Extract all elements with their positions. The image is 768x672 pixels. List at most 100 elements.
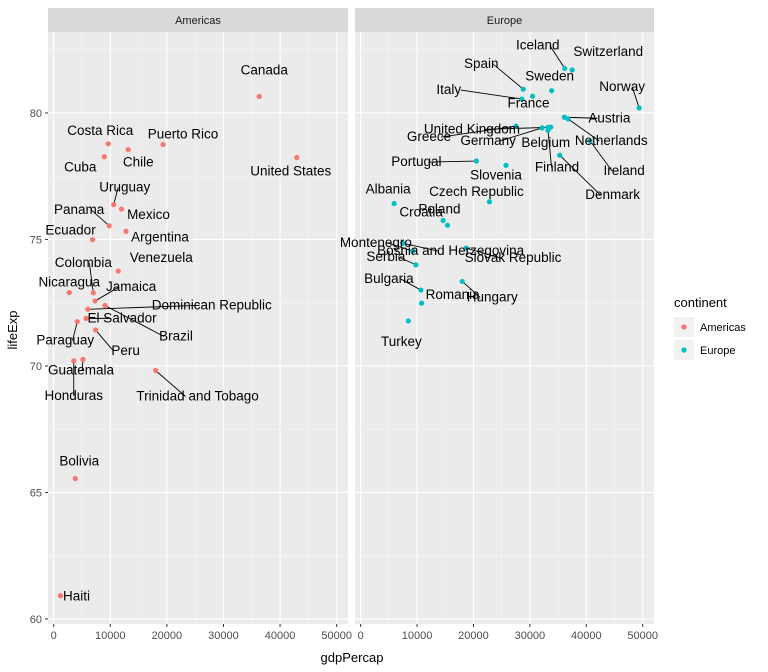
data-point <box>115 268 121 274</box>
label-connector <box>589 140 613 172</box>
point-label: Honduras <box>44 388 103 403</box>
label-connector <box>72 321 78 341</box>
point-label: Mexico <box>127 207 170 222</box>
x-tick-label: 30000 <box>208 630 239 642</box>
data-point <box>118 206 125 212</box>
point-label: Iceland <box>516 37 560 52</box>
point-label: Finland <box>535 159 579 174</box>
point-label: Greece <box>407 129 451 144</box>
y-tick-label: 70 <box>30 361 42 373</box>
label-connector <box>440 125 517 138</box>
data-point <box>413 262 419 268</box>
point-label: Guatemala <box>48 362 115 377</box>
data-point <box>92 327 99 333</box>
label-connector <box>90 209 110 227</box>
label-connector <box>104 305 165 337</box>
label-connector <box>428 160 477 163</box>
y-tick-label: 75 <box>30 234 42 246</box>
data-point <box>562 65 568 72</box>
point-label: Paraguay <box>36 333 94 348</box>
facet-strip-americas <box>48 8 348 32</box>
data-point <box>294 154 300 161</box>
label-connector <box>88 262 94 293</box>
y-tick-label: 65 <box>30 487 42 499</box>
data-point <box>92 298 98 304</box>
data-point <box>444 222 451 228</box>
data-point <box>66 289 72 296</box>
point-label: Argentina <box>131 229 189 244</box>
point-label: Uruguay <box>99 180 150 195</box>
data-point <box>503 162 509 168</box>
data-point <box>463 245 469 251</box>
x-tick-label: 30000 <box>515 630 546 642</box>
data-point <box>90 290 96 296</box>
legend: continent Americas Europe <box>674 295 746 360</box>
data-point <box>160 141 166 148</box>
data-point <box>102 302 108 309</box>
point-label: Spain <box>464 56 499 71</box>
point-label: Venezuela <box>130 250 194 265</box>
points-americas <box>57 93 300 599</box>
y-tick-label: 80 <box>30 108 42 120</box>
point-label: Slovak Republic <box>465 250 562 265</box>
data-point <box>513 123 519 129</box>
x-tick-label: 20000 <box>458 630 489 642</box>
label-connector <box>631 86 640 109</box>
point-label: Chile <box>123 155 154 170</box>
point-label: Haiti <box>63 589 90 604</box>
point-label: Italy <box>436 82 461 97</box>
point-label: Croatia <box>399 204 443 219</box>
x-tick-label: 40000 <box>265 630 296 642</box>
label-connector <box>397 256 417 266</box>
legend-swatch-americas <box>681 324 687 330</box>
label-connectors-americas <box>72 187 200 397</box>
data-point <box>106 223 112 229</box>
panel-background-europe <box>355 32 654 624</box>
chart-panels: Americas Canada United States Puerto Rico Co… <box>36 8 654 624</box>
point-label: Denmark <box>585 187 640 202</box>
point-label: Trinidad and Tobago <box>136 389 258 404</box>
x-axis-title: gdpPercap <box>321 650 384 665</box>
point-label: Puerto Rico <box>148 127 219 142</box>
data-point <box>418 287 424 293</box>
label-connector <box>400 278 422 291</box>
point-label: Jamaica <box>106 279 157 294</box>
legend-label-europe: Europe <box>700 345 735 357</box>
point-label: El Salvador <box>88 310 158 325</box>
point-label: Bosnia and Herzegovina <box>377 243 525 258</box>
x-tick-label: 10000 <box>402 630 433 642</box>
data-point <box>101 154 107 160</box>
facet-strip-label-americas: Americas <box>175 15 221 27</box>
point-label: Norway <box>599 79 645 94</box>
labels-europe: Iceland Switzerland Spain Sweden Norway Italy… <box>340 37 648 348</box>
point-label: Switzerland <box>573 44 643 59</box>
labels-americas: Canada United States Puerto Rico Costa Rica… <box>36 63 331 604</box>
y-axis-title: lifeExp <box>5 310 20 349</box>
x-tick-label: 0 <box>51 630 57 642</box>
label-connector <box>94 286 120 302</box>
x-tick-label: 10000 <box>95 630 126 642</box>
data-point <box>440 217 446 224</box>
point-label: Portugal <box>391 154 441 169</box>
data-point <box>545 127 551 134</box>
data-point <box>125 147 131 153</box>
point-label: United States <box>250 163 331 178</box>
data-point <box>557 152 563 158</box>
data-point <box>405 318 411 324</box>
label-connector <box>113 187 119 205</box>
data-point <box>520 86 526 92</box>
data-point <box>71 358 77 364</box>
data-point <box>549 88 555 94</box>
point-label: Costa Rica <box>67 123 134 138</box>
label-connector <box>499 127 543 142</box>
data-point <box>486 199 493 205</box>
data-point <box>636 105 642 111</box>
point-label: Ecuador <box>45 223 96 238</box>
label-connector <box>87 304 200 310</box>
legend-title: continent <box>674 295 727 310</box>
label-connector <box>465 247 502 259</box>
legend-label-americas: Americas <box>700 322 746 334</box>
data-point <box>80 356 86 362</box>
data-point <box>539 125 545 131</box>
